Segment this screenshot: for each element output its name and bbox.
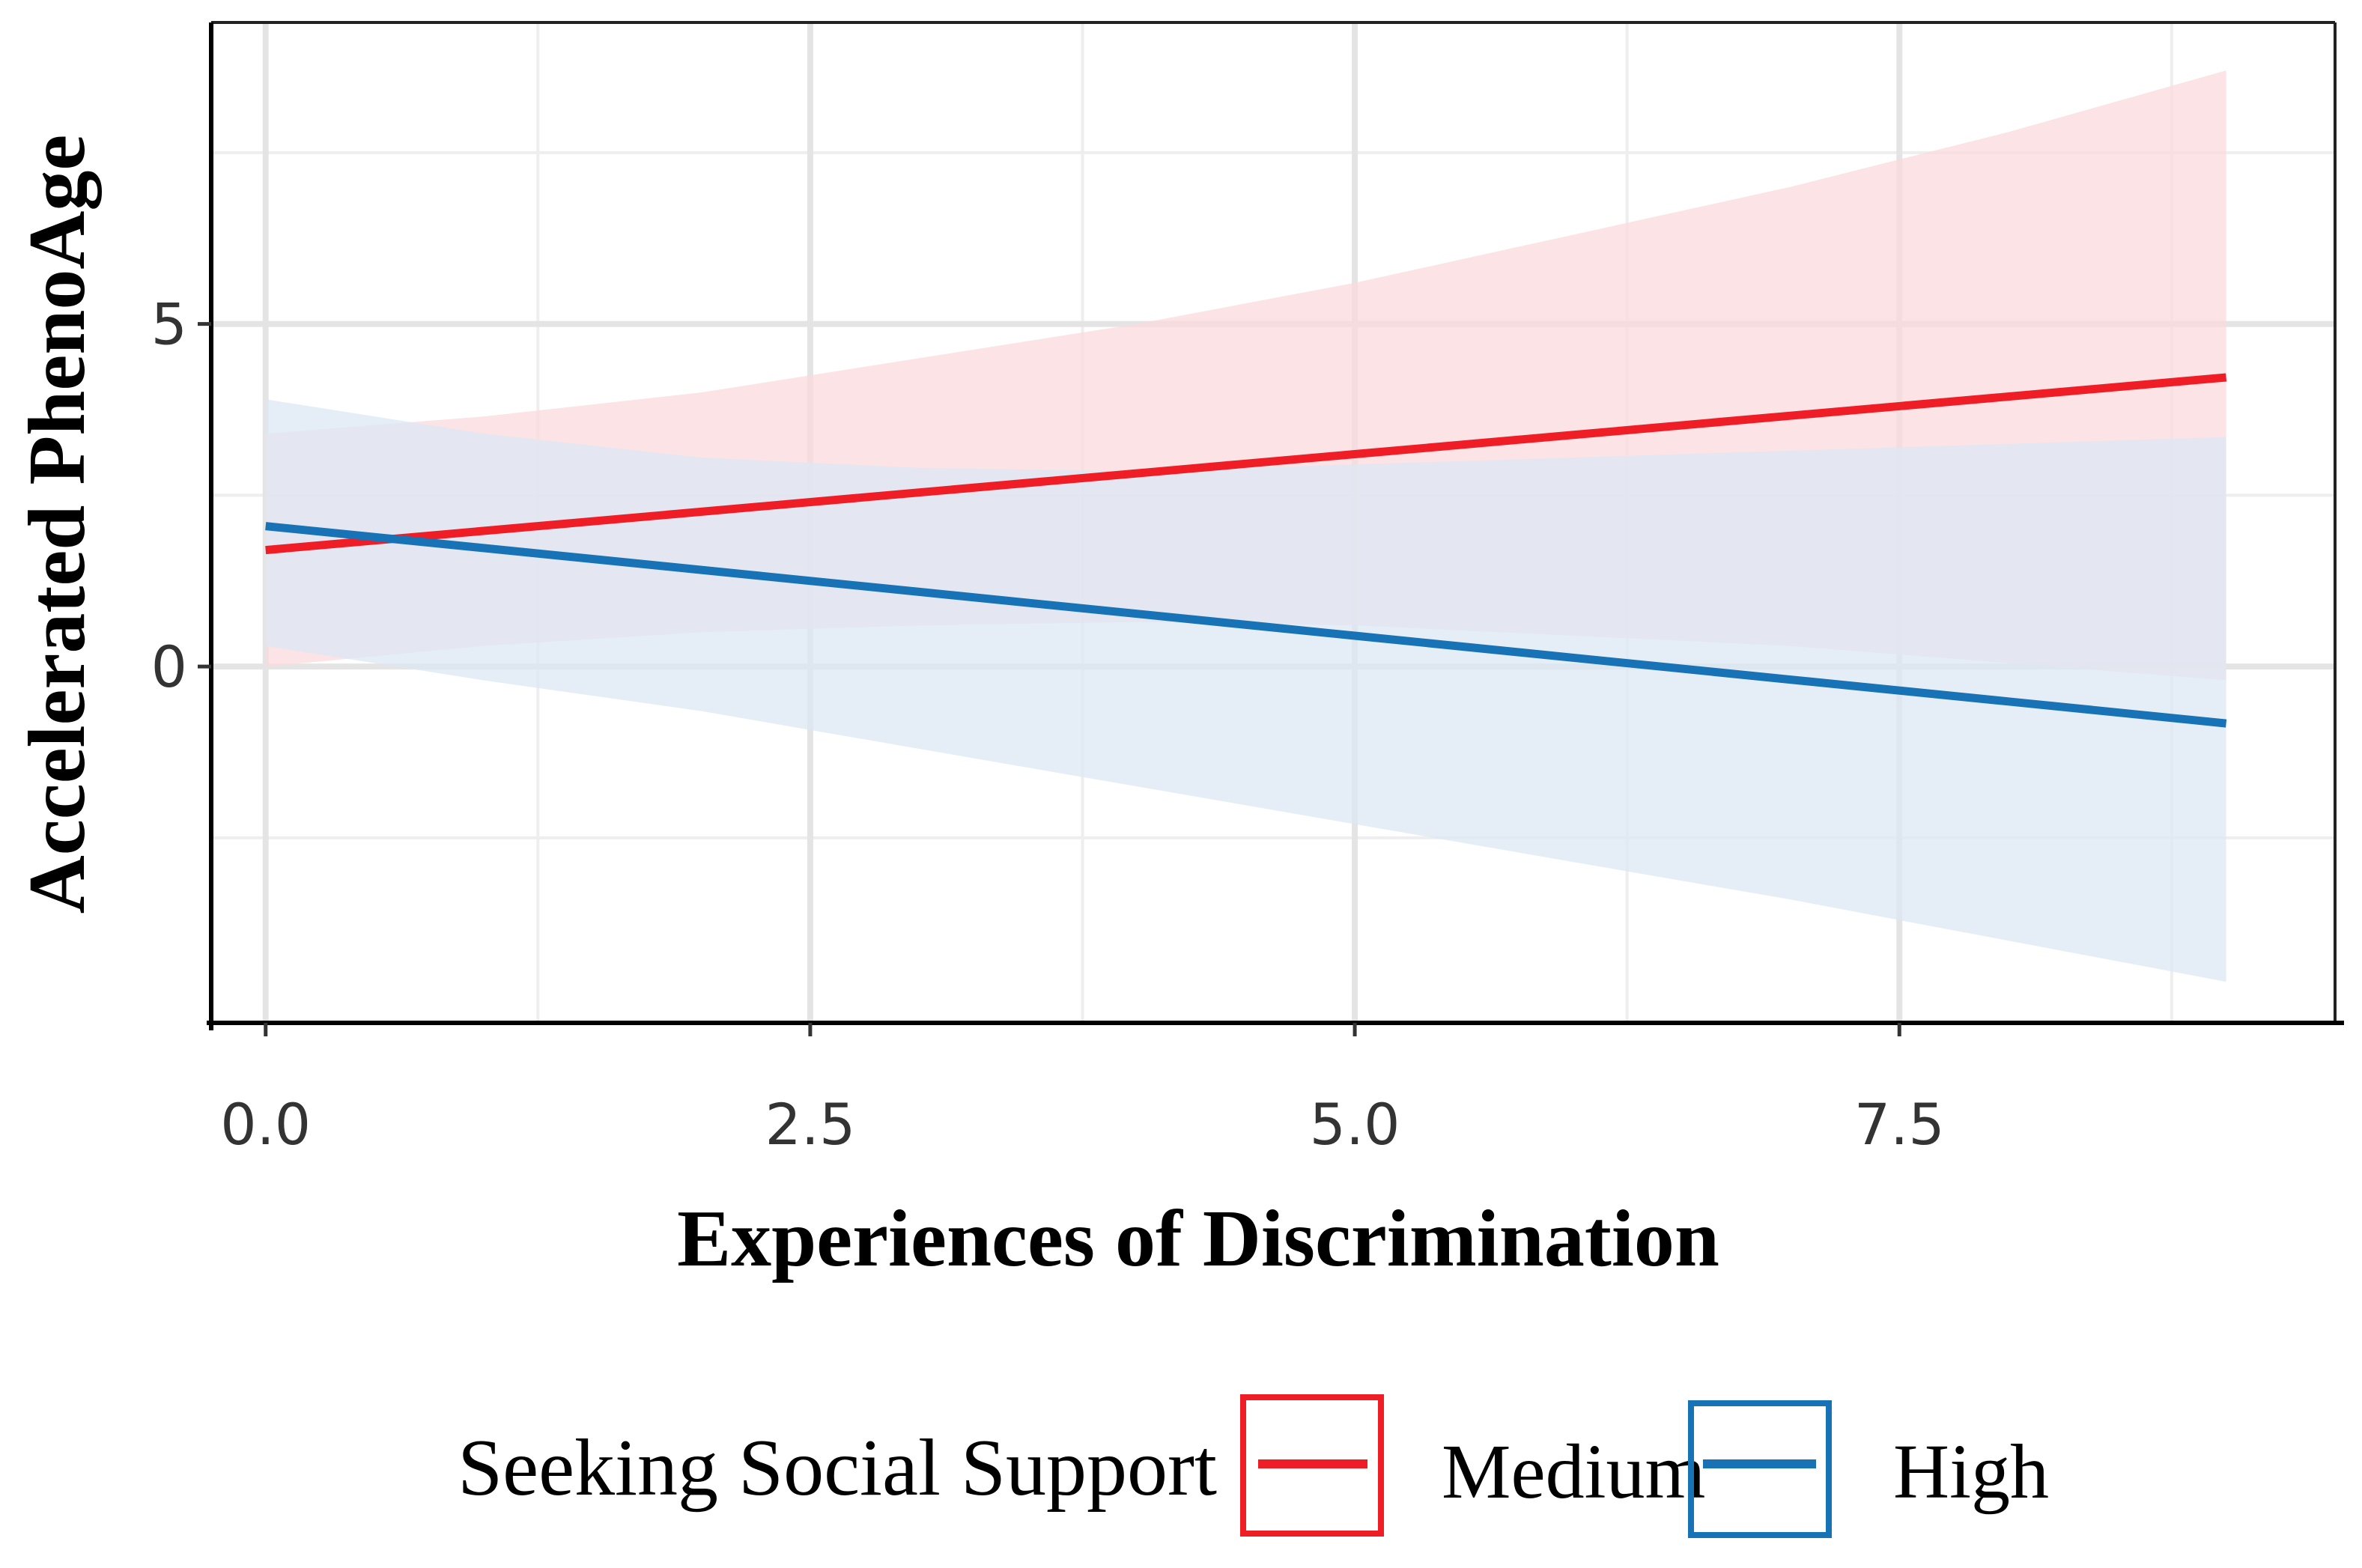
line-medium [265, 373, 2227, 555]
legend-label-high: High [1893, 1429, 2049, 1515]
ribbon-high [265, 399, 2226, 982]
y-axis-title: Accelerated PhenoAge [13, 135, 102, 914]
series-lines [265, 373, 2227, 728]
legend-label-medium: Medium [1442, 1429, 1705, 1515]
legend-key-medium [1240, 1394, 1384, 1537]
legend-key-high [1688, 1400, 1832, 1538]
legend-title: Seeking Social Support [458, 1423, 1217, 1513]
y-tick-label: 5 [151, 291, 187, 358]
legend: Seeking Social Support Medium High [458, 1394, 2049, 1538]
tick-labels: 0 5 0.0 2.5 5.0 7.5 [151, 291, 1945, 1158]
axes [198, 21, 2344, 1036]
x-tick-label: 5.0 [1310, 1091, 1400, 1158]
x-tick-label: 2.5 [765, 1091, 855, 1158]
confidence-ribbons [265, 70, 2226, 982]
x-tick-label: 0.0 [220, 1091, 311, 1158]
line-high [265, 522, 2227, 728]
y-tick-label: 0 [151, 633, 187, 700]
x-tick-label: 7.5 [1854, 1091, 1945, 1158]
x-axis-title: Experiences of Discrimination [677, 1194, 1719, 1283]
